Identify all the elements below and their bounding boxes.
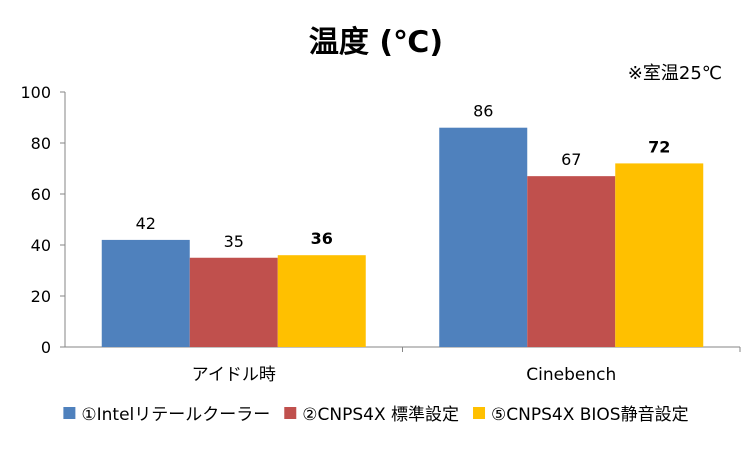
- chart-title: 温度 (℃): [309, 25, 443, 60]
- legend-label: ⑤CNPS4X BIOS静音設定: [491, 405, 689, 425]
- category-label: Cinebench: [526, 365, 616, 385]
- bar: [615, 163, 704, 347]
- y-tick-label: 80: [31, 134, 51, 153]
- legend-swatch: [63, 407, 76, 419]
- data-label: 35: [224, 232, 244, 251]
- room-temp-note: ※室温25℃: [628, 63, 722, 84]
- legend: ①Intelリテールクーラー ②CNPS4X 標準設定 ⑤CNPS4X BIOS静音…: [63, 405, 689, 425]
- bar: [439, 127, 528, 347]
- data-label: 42: [136, 214, 156, 233]
- data-labels: 42 86 35 67 36 72: [136, 102, 671, 251]
- bar: [189, 257, 278, 347]
- axes: 0 20 40 60 80 100 アイドル時 Cinebench: [20, 83, 741, 385]
- data-label: 36: [311, 229, 333, 248]
- legend-label: ①Intelリテールクーラー: [81, 405, 270, 425]
- legend-swatch: [473, 407, 486, 419]
- bars: [101, 127, 704, 347]
- bar: [101, 239, 190, 347]
- y-tick-label: 40: [31, 236, 51, 255]
- y-tick-label: 60: [31, 185, 51, 204]
- y-tick-label: 100: [20, 83, 51, 102]
- data-label: 86: [473, 102, 493, 121]
- bar: [527, 176, 616, 347]
- data-label: 72: [648, 137, 670, 156]
- category-label: アイドル時: [192, 365, 276, 385]
- legend-swatch: [284, 407, 297, 419]
- y-tick-label: 0: [41, 338, 51, 357]
- data-label: 67: [561, 150, 581, 169]
- bar: [277, 255, 366, 347]
- legend-label: ②CNPS4X 標準設定: [302, 405, 459, 425]
- y-tick-label: 20: [31, 287, 51, 306]
